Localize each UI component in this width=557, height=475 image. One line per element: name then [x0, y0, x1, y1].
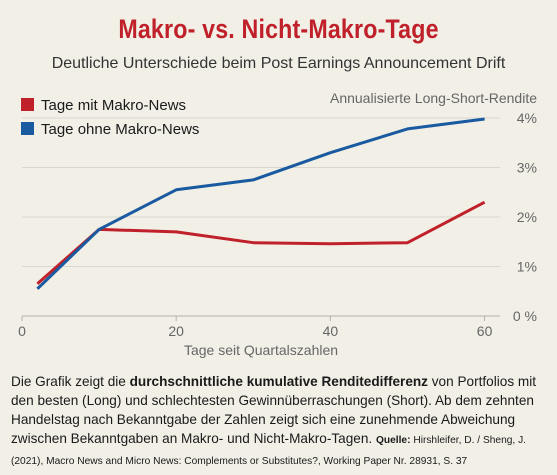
- chart-caption: Die Grafik zeigt die durchschnittliche k…: [11, 372, 546, 471]
- source-label: Quelle:: [375, 435, 411, 446]
- x-tick-label-1: 20: [168, 323, 184, 339]
- caption-text-2: von Portfolios mit den besten (Long) und…: [11, 374, 537, 446]
- series-line-0: [36, 200, 486, 285]
- caption-source: Quelle: Hirshleifer, D. / Sheng, J. (202…: [11, 435, 526, 467]
- x-axis-label: Tage seit Quartalszahlen: [184, 342, 338, 358]
- x-tick-label-2: 40: [323, 323, 339, 339]
- legend-label-1: Tage ohne Makro-News: [41, 121, 199, 138]
- y-tick-label-3: 3%: [517, 160, 537, 176]
- legend-label-0: Tage mit Makro-News: [41, 97, 186, 114]
- line-chart: 0 % 1% 2% 3% 4% 0 20 40 60 Tage seit Quartalszahl…: [18, 90, 537, 358]
- y-tick-label-0: 0 %: [513, 308, 537, 324]
- chart-subtitle: Deutliche Unterschiede beim Post Earning…: [51, 55, 506, 72]
- legend-swatch-1: [21, 122, 34, 135]
- legend-swatch-0: [21, 98, 34, 111]
- y-tick-label-1: 1%: [517, 259, 537, 275]
- x-tick-label-3: 60: [477, 323, 493, 339]
- series-line-1: [36, 117, 485, 290]
- y-axis-label: Annualisierte Long-Short-Rendite: [330, 90, 537, 106]
- y-tick-label-2: 2%: [517, 209, 537, 225]
- y-tick-label-4: 4%: [517, 110, 537, 126]
- caption-text-1: Die Grafik zeigt die: [11, 374, 130, 389]
- x-tick-label-0: 0: [18, 323, 26, 339]
- chart-title: Makro- vs. Nicht-Makro-Tage: [118, 14, 439, 44]
- source-text: Hirshleifer, D. / Sheng, J. (2021), Macr…: [11, 435, 527, 467]
- caption-bold-text: durchschnittliche kumulative Renditediff…: [129, 374, 428, 389]
